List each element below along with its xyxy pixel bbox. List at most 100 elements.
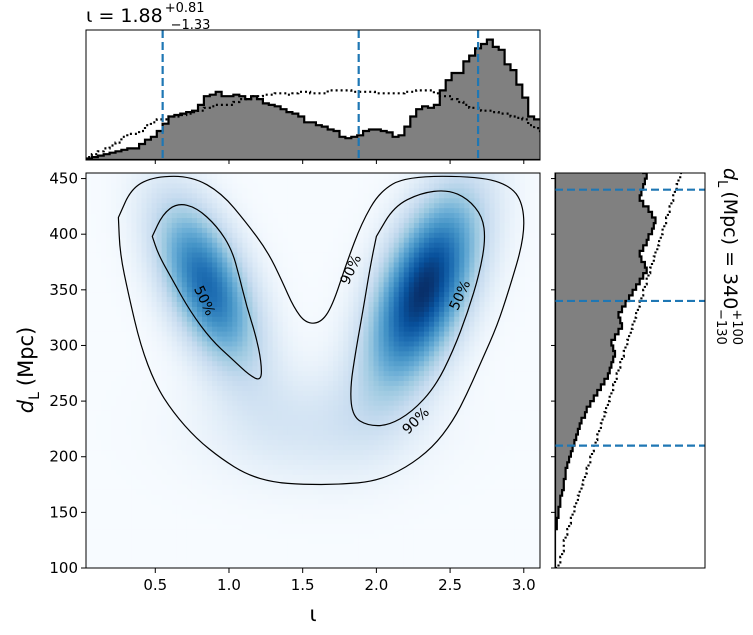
heatmap-cell — [121, 311, 127, 317]
heatmap-cell — [363, 405, 370, 411]
heatmap-cell — [136, 558, 143, 564]
heatmap-cell — [111, 296, 117, 302]
heatmap-cell — [196, 533, 203, 539]
heatmap-cell — [202, 187, 208, 194]
heatmap-cell — [358, 543, 365, 549]
heatmap-cell — [297, 237, 304, 243]
heatmap-cell — [343, 454, 349, 460]
heatmap-cell — [207, 335, 213, 342]
heatmap-cell — [393, 237, 400, 243]
heatmap-cell — [272, 533, 279, 539]
heatmap-cell — [207, 454, 213, 460]
heatmap-cell — [151, 390, 158, 396]
heatmap-cell — [96, 326, 102, 332]
heatmap-cell — [318, 252, 324, 258]
heatmap-cell — [141, 464, 148, 470]
heatmap-cell — [217, 469, 223, 475]
heatmap-cell — [313, 528, 319, 535]
heatmap-cell — [247, 232, 254, 238]
heatmap-cell — [91, 429, 97, 436]
heatmap-cell — [378, 256, 385, 263]
heatmap-cell — [343, 242, 349, 248]
heatmap-cell — [126, 484, 132, 490]
heatmap-cell — [131, 375, 138, 381]
heatmap-cell — [297, 192, 304, 199]
heatmap-cell — [232, 419, 238, 426]
heatmap-cell — [222, 405, 228, 411]
heatmap-cell — [166, 563, 173, 568]
heatmap-cell — [282, 242, 289, 248]
heatmap-cell — [242, 459, 249, 465]
heatmap-cell — [86, 558, 92, 564]
heatmap-cell — [302, 355, 309, 362]
heatmap-cell — [121, 405, 127, 411]
heatmap-cell — [186, 256, 193, 263]
heatmap-cell — [247, 429, 254, 436]
heatmap-cell — [373, 410, 380, 416]
heatmap-cell — [186, 370, 193, 377]
heatmap-cell — [358, 331, 365, 337]
heatmap-cell — [262, 518, 269, 525]
heatmap-cell — [272, 380, 279, 386]
heatmap-cell — [307, 414, 314, 421]
heatmap-cell — [363, 296, 370, 302]
heatmap-cell — [186, 414, 193, 421]
heatmap-cell — [237, 434, 243, 441]
heatmap-cell — [373, 291, 380, 298]
heatmap-cell — [297, 291, 304, 298]
heatmap-cell — [383, 182, 390, 189]
heatmap-cell — [106, 503, 112, 510]
heatmap-cell — [252, 434, 259, 441]
heatmap-cell — [237, 345, 243, 352]
heatmap-cell — [186, 355, 193, 362]
heatmap-cell — [287, 449, 294, 456]
heatmap-cell — [287, 375, 294, 381]
heatmap-cell — [353, 286, 359, 293]
heatmap-cell — [227, 375, 233, 381]
heatmap-cell — [302, 474, 309, 480]
heatmap-cell — [171, 493, 178, 500]
heatmap-cell — [353, 177, 359, 184]
heatmap-cell — [227, 261, 233, 268]
heatmap-cell — [131, 173, 138, 179]
heatmap-cell — [121, 439, 127, 446]
heatmap-cell — [277, 424, 284, 431]
heatmap-cell — [383, 350, 390, 357]
heatmap-cell — [166, 523, 173, 530]
heatmap-cell — [212, 212, 218, 219]
heatmap-cell — [297, 553, 304, 559]
heatmap-cell — [176, 449, 183, 456]
heatmap-cell — [287, 321, 294, 327]
heatmap-cell — [202, 276, 208, 283]
heatmap-cell — [267, 207, 274, 214]
heatmap-cell — [151, 261, 158, 268]
heatmap-cell — [353, 360, 359, 367]
heatmap-cell — [101, 232, 107, 238]
heatmap-cell — [121, 252, 127, 258]
heatmap-cell — [161, 355, 168, 362]
heatmap-cell — [328, 484, 334, 490]
heatmap-cell — [121, 197, 127, 204]
heatmap-cell — [368, 479, 375, 485]
heatmap-cell — [282, 385, 289, 391]
heatmap-cell — [111, 464, 117, 470]
heatmap-cell — [136, 326, 143, 332]
heatmap-cell — [222, 434, 228, 441]
heatmap-cell — [202, 474, 208, 480]
heatmap-cell — [358, 523, 365, 530]
heatmap-cell — [318, 538, 324, 544]
heatmap-cell — [338, 286, 344, 293]
heatmap-cell — [176, 222, 183, 228]
heatmap-cell — [202, 523, 208, 530]
heatmap-cell — [363, 306, 370, 312]
heatmap-cell — [136, 479, 143, 485]
heatmap-cell — [212, 410, 218, 416]
heatmap-cell — [297, 395, 304, 401]
heatmap-cell — [302, 335, 309, 342]
heatmap-cell — [171, 533, 178, 539]
heatmap-cell — [191, 187, 198, 194]
heatmap-cell — [136, 345, 143, 352]
heatmap-cell — [318, 410, 324, 416]
heatmap-cell — [272, 301, 279, 307]
heatmap-cell — [393, 350, 400, 357]
